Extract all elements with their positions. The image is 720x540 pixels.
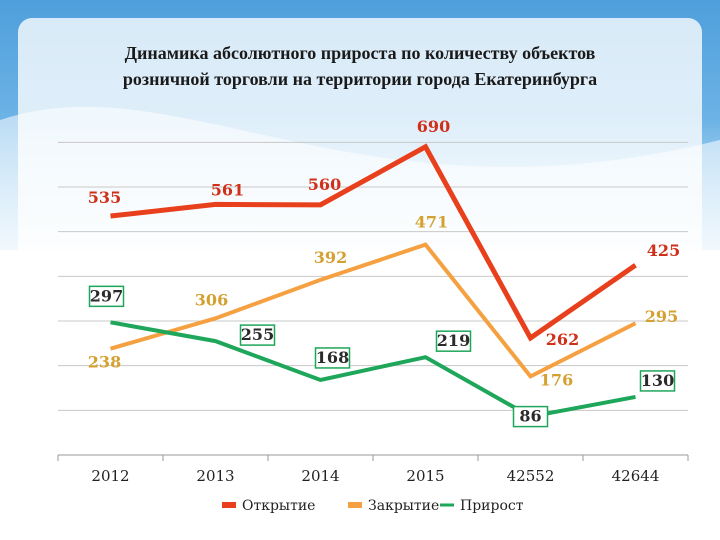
legend-label: Прирост (460, 498, 524, 514)
x-tick-label: 2015 (406, 467, 444, 485)
data-label: 297 (90, 286, 123, 305)
x-tick-label: 2013 (196, 467, 234, 485)
x-tick-label: 42644 (612, 467, 660, 485)
data-label: 560 (308, 175, 341, 194)
series-line-1 (110, 143, 637, 342)
data-label: 535 (88, 188, 121, 207)
data-label-box (239, 324, 276, 346)
data-label: 471 (415, 213, 448, 232)
series-line-2 (109, 242, 637, 379)
data-label: 168 (316, 348, 349, 367)
data-label-box (512, 405, 549, 428)
data-label: 561 (211, 180, 244, 199)
data-label-box (314, 347, 351, 369)
data-label: 130 (641, 371, 674, 390)
data-label: 392 (314, 248, 347, 267)
data-label: 425 (647, 241, 680, 260)
data-label: 255 (241, 325, 274, 344)
x-tick-label: 2012 (91, 467, 129, 485)
chart-title-line-1: Динамика абсолютного прироста по количес… (124, 43, 596, 63)
x-tick-label: 2014 (301, 467, 339, 485)
data-label: 219 (437, 331, 470, 350)
x-tick-label: 42552 (507, 467, 555, 485)
data-label: 306 (195, 290, 228, 309)
data-label: 86 (519, 407, 541, 426)
chart-title: Динамика абсолютного прироста по количес… (40, 40, 680, 92)
data-label: 262 (546, 330, 579, 349)
data-label-box (435, 330, 472, 352)
data-label-box (88, 285, 125, 308)
data-label-box (639, 370, 676, 392)
legend-label: Закрытие (368, 498, 439, 514)
data-label: 295 (645, 307, 678, 326)
data-label: 176 (540, 370, 573, 389)
data-label: 690 (417, 117, 450, 136)
data-label: 238 (88, 353, 121, 372)
legend-label: Открытие (242, 498, 315, 514)
chart-title-line-2: розничной торговли на территории города … (122, 69, 598, 89)
content-panel (18, 18, 702, 522)
